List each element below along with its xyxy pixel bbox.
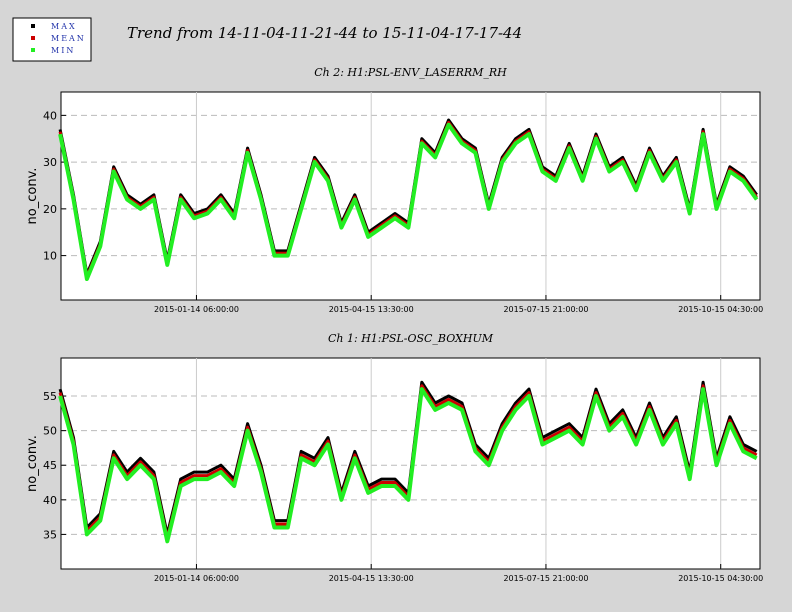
- y-tick-label: 10: [43, 250, 57, 263]
- y-tick-label: 45: [43, 459, 57, 472]
- legend-label: MIN: [51, 46, 75, 55]
- y-tick-label: 50: [43, 425, 57, 438]
- y-tick-label: 55: [43, 390, 57, 403]
- plot-area: [60, 91, 761, 301]
- y-tick-label: 40: [43, 494, 57, 507]
- chart-title: Trend from 14-11-04-11-21-44 to 15-11-04…: [127, 24, 522, 42]
- y-tick-label: 35: [43, 528, 57, 541]
- legend-swatch: [31, 36, 35, 40]
- series-line: [58, 122, 759, 281]
- x-tick-label: 2015-07-15 21:00:00: [503, 305, 588, 314]
- x-tick-label: 2015-01-14 06:00:00: [154, 305, 239, 314]
- x-tick-label: 2015-07-15 21:00:00: [503, 574, 588, 583]
- y-axis-label: no_conv.: [25, 168, 40, 225]
- y-tick-label: 30: [43, 156, 57, 169]
- legend-box: [12, 17, 92, 62]
- panel-title: Ch 2: H1:PSL-ENV_LASERRM_RH: [314, 66, 507, 79]
- legend-swatch: [31, 48, 35, 52]
- panel-title: Ch 1: H1:PSL-OSC_BOXHUM: [328, 332, 494, 345]
- x-tick-label: 2015-04-15 13:30:00: [329, 305, 414, 314]
- y-tick-label: 20: [43, 203, 57, 216]
- y-axis-label: no_conv.: [25, 435, 40, 492]
- x-tick-label: 2015-04-15 13:30:00: [329, 574, 414, 583]
- x-tick-label: 2015-01-14 06:00:00: [154, 574, 239, 583]
- legend-label: MAX: [51, 22, 77, 31]
- legend-label: MEAN: [51, 34, 86, 43]
- x-tick-label: 2015-10-15 04:30:00: [678, 574, 763, 583]
- series-line: [58, 387, 758, 544]
- legend-swatch: [31, 24, 35, 28]
- x-tick-label: 2015-10-15 04:30:00: [678, 305, 763, 314]
- y-tick-label: 40: [43, 109, 57, 122]
